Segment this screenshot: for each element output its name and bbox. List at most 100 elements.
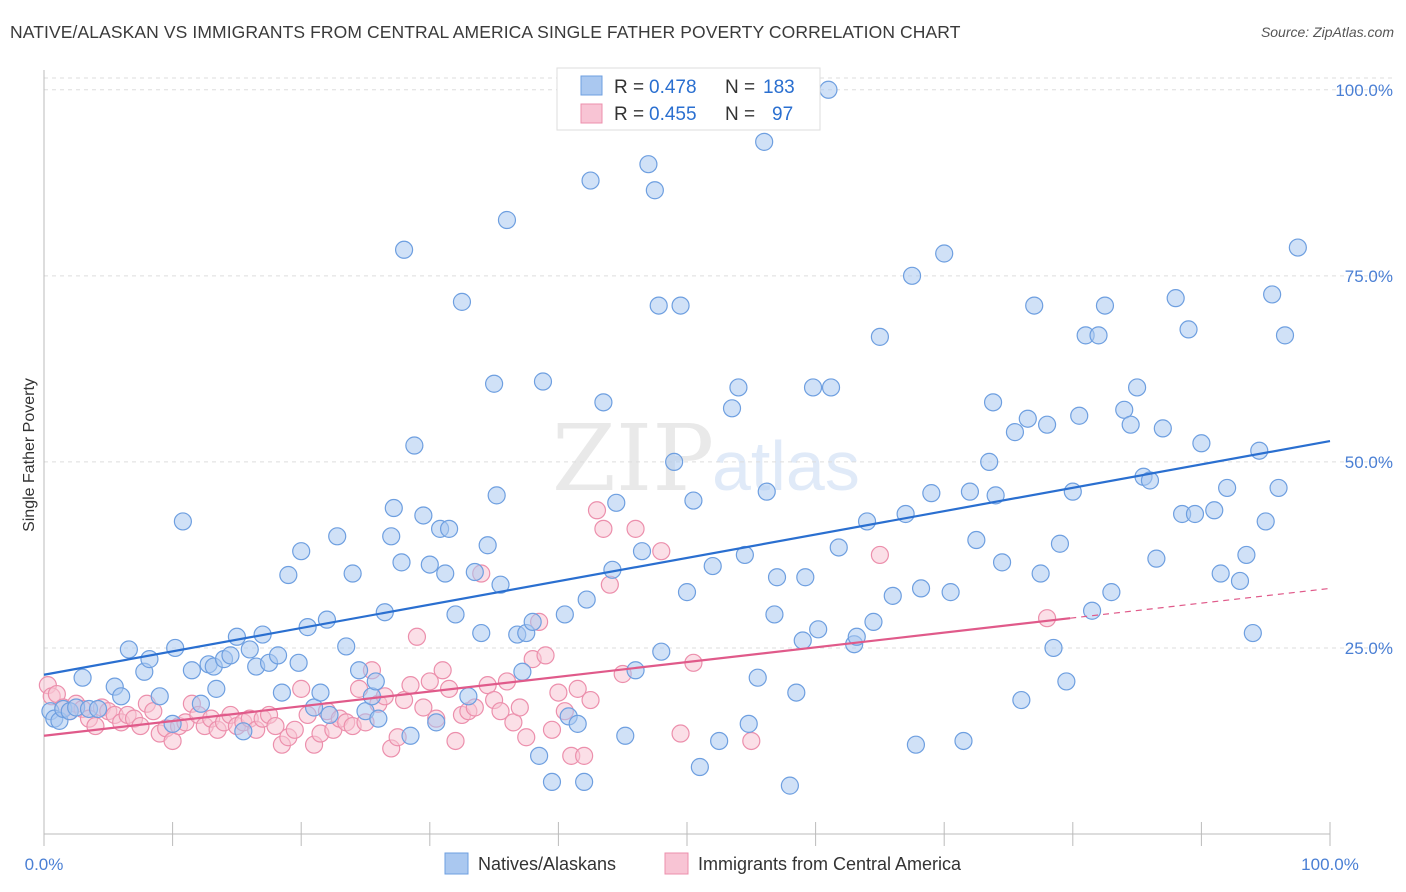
- natives-point-31: [268, 646, 288, 665]
- legend-n-label-2: N =: [725, 104, 755, 125]
- natives-point-130: [922, 484, 941, 503]
- natives-point-22: [207, 679, 226, 698]
- natives-point-142: [1018, 409, 1037, 428]
- x-tick-label-min: 0.0%: [25, 855, 64, 874]
- natives-point-69: [487, 486, 506, 505]
- natives-point-176: [1263, 285, 1282, 304]
- immigrants-point-88: [600, 575, 619, 594]
- natives-point-89: [626, 661, 645, 680]
- natives-point-121: [847, 627, 866, 646]
- natives-point-57: [420, 555, 439, 574]
- natives-point-100: [703, 556, 722, 576]
- natives-point-32: [272, 683, 292, 702]
- natives-point-66: [472, 623, 491, 643]
- natives-point-150: [1070, 406, 1089, 425]
- natives-point-71: [497, 210, 517, 230]
- immigrants-point-64: [446, 731, 465, 751]
- immigrants-point-85: [581, 690, 600, 710]
- immigrants-point-75: [517, 728, 536, 747]
- natives-point-52: [392, 553, 411, 572]
- natives-point-68: [485, 374, 504, 393]
- stats-legend: R = 0.478 N = 183 R = 0.455 N = 97: [556, 67, 821, 131]
- natives-point-41: [328, 527, 347, 546]
- legend-r-value-2: 0.455: [649, 104, 697, 125]
- natives-point-58: [427, 713, 446, 732]
- immigrants-point-80: [549, 683, 568, 702]
- natives-point-169: [1211, 564, 1230, 583]
- natives-point-108: [757, 482, 776, 501]
- chart-title: NATIVE/ALASKAN VS IMMIGRANTS FROM CENTRA…: [10, 22, 961, 42]
- natives-point-97: [677, 583, 697, 602]
- natives-point-178: [1275, 326, 1295, 345]
- watermark: ZIP atlas: [552, 405, 860, 512]
- natives-point-144: [1031, 564, 1050, 583]
- immigrants-point-39: [285, 720, 304, 739]
- natives-point-162: [1153, 419, 1172, 438]
- natives-point-166: [1185, 504, 1205, 524]
- natives-point-138: [986, 486, 1005, 505]
- immigrants-point-40: [292, 679, 311, 698]
- natives-point-106: [748, 668, 767, 687]
- immigrants-point-36: [266, 716, 285, 736]
- natives-point-173: [1243, 623, 1262, 643]
- natives-point-134: [960, 482, 980, 501]
- natives-point-111: [780, 776, 799, 795]
- immigrants-point-92: [671, 724, 690, 743]
- natives-point-165: [1179, 320, 1198, 339]
- natives-point-127: [902, 266, 922, 285]
- natives-point-153: [1089, 326, 1108, 345]
- natives-point-93: [649, 296, 668, 315]
- natives-point-50: [382, 527, 401, 546]
- immigrants-point-62: [433, 661, 452, 680]
- legend-n-value-2: 97: [772, 104, 793, 125]
- natives-point-141: [1012, 690, 1031, 710]
- immigrants-point-57: [401, 676, 420, 695]
- natives-point-157: [1121, 415, 1140, 434]
- natives-point-10: [112, 687, 131, 706]
- natives-point-90: [632, 542, 652, 561]
- natives-point-54: [401, 726, 420, 745]
- natives-point-76: [530, 746, 549, 765]
- natives-point-82: [575, 772, 594, 792]
- legend-r-value-1: 0.478: [649, 77, 697, 98]
- natives-point-137: [983, 393, 1003, 412]
- natives-point-70: [491, 575, 510, 594]
- y-tick-label-0: 25.0%: [1345, 639, 1393, 658]
- natives-point-53: [394, 240, 414, 259]
- natives-point-34: [289, 653, 308, 672]
- natives-point-16: [166, 638, 185, 658]
- natives-point-26: [234, 722, 253, 741]
- natives-point-48: [369, 709, 388, 728]
- natives-point-62: [446, 605, 465, 624]
- natives-point-6: [73, 668, 92, 687]
- trendline-immigrants: [43, 617, 1071, 737]
- natives-point-171: [1230, 571, 1250, 591]
- series-natives-alaskans-points: [41, 80, 1307, 795]
- natives-point-129: [911, 579, 931, 598]
- natives-point-46: [362, 687, 382, 706]
- immigrants-point-91: [652, 542, 671, 561]
- immigrants-point-79: [542, 720, 562, 739]
- legend-r-label-1: R =: [614, 77, 644, 98]
- natives-point-60: [436, 564, 455, 583]
- natives-point-103: [729, 378, 748, 397]
- legend-n-value-1: 183: [763, 77, 795, 98]
- natives-point-177: [1269, 478, 1288, 498]
- legend-r-label-2: R =: [614, 104, 644, 125]
- immigrants-point-59: [414, 698, 433, 717]
- natives-point-24: [221, 646, 240, 665]
- natives-point-118: [821, 378, 841, 397]
- natives-point-98: [684, 491, 703, 510]
- natives-point-19: [191, 694, 210, 713]
- natives-point-136: [980, 452, 999, 471]
- natives-point-8: [88, 699, 108, 719]
- natives-point-160: [1140, 471, 1160, 490]
- natives-point-84: [581, 171, 600, 190]
- natives-point-101: [710, 731, 729, 751]
- natives-point-63: [452, 292, 472, 311]
- natives-point-65: [465, 562, 484, 582]
- natives-point-123: [864, 612, 883, 631]
- natives-point-109: [765, 605, 784, 624]
- natives-point-81: [568, 714, 587, 733]
